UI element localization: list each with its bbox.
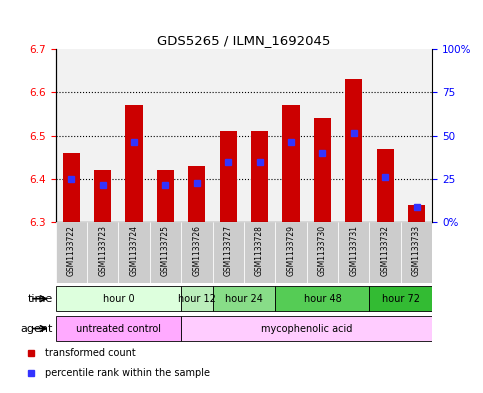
Text: transformed count: transformed count — [45, 348, 136, 358]
Bar — [150, 222, 181, 283]
Bar — [307, 49, 338, 222]
Bar — [251, 131, 268, 222]
Bar — [126, 105, 142, 222]
Text: time: time — [28, 294, 53, 304]
Bar — [118, 222, 150, 283]
Bar — [87, 49, 118, 222]
Bar — [157, 170, 174, 222]
Bar — [275, 286, 369, 311]
Bar — [181, 222, 213, 283]
Bar — [220, 131, 237, 222]
Bar — [345, 79, 362, 222]
Text: hour 48: hour 48 — [303, 294, 341, 304]
Bar — [56, 286, 181, 311]
Bar — [188, 166, 205, 222]
Bar — [275, 49, 307, 222]
Bar — [213, 222, 244, 283]
Bar — [94, 170, 111, 222]
Bar — [307, 222, 338, 283]
Bar — [87, 222, 118, 283]
Bar — [213, 49, 244, 222]
Bar — [213, 286, 275, 311]
Text: GSM1133726: GSM1133726 — [192, 225, 201, 276]
Text: mycophenolic acid: mycophenolic acid — [261, 323, 353, 334]
Bar — [56, 222, 87, 283]
Text: GSM1133723: GSM1133723 — [98, 225, 107, 276]
Bar — [401, 49, 432, 222]
Bar — [377, 149, 394, 222]
Text: percentile rank within the sample: percentile rank within the sample — [45, 367, 210, 378]
Text: GSM1133730: GSM1133730 — [318, 225, 327, 276]
Text: untreated control: untreated control — [76, 323, 161, 334]
Bar — [275, 222, 307, 283]
Text: GSM1133725: GSM1133725 — [161, 225, 170, 276]
Text: GSM1133732: GSM1133732 — [381, 225, 390, 276]
Text: agent: agent — [21, 323, 53, 334]
Text: GSM1133727: GSM1133727 — [224, 225, 233, 276]
Bar — [56, 316, 181, 341]
Bar — [408, 205, 425, 222]
Text: GSM1133731: GSM1133731 — [349, 225, 358, 276]
Bar — [181, 49, 213, 222]
Text: hour 12: hour 12 — [178, 294, 216, 304]
Bar — [181, 316, 432, 341]
Bar — [181, 286, 213, 311]
Text: hour 24: hour 24 — [225, 294, 263, 304]
Bar — [314, 118, 331, 222]
Bar — [56, 49, 87, 222]
Text: GSM1133728: GSM1133728 — [255, 225, 264, 276]
Text: hour 0: hour 0 — [102, 294, 134, 304]
Bar — [283, 105, 299, 222]
Bar — [369, 222, 401, 283]
Bar — [338, 49, 369, 222]
Bar — [244, 222, 275, 283]
Bar — [401, 222, 432, 283]
Bar — [338, 222, 369, 283]
Bar — [369, 49, 401, 222]
Bar — [244, 49, 275, 222]
Text: GDS5265 / ILMN_1692045: GDS5265 / ILMN_1692045 — [157, 34, 330, 47]
Text: GSM1133733: GSM1133733 — [412, 225, 421, 276]
Bar — [63, 153, 80, 222]
Text: GSM1133729: GSM1133729 — [286, 225, 296, 276]
Text: hour 72: hour 72 — [382, 294, 420, 304]
Text: GSM1133722: GSM1133722 — [67, 225, 76, 276]
Bar — [118, 49, 150, 222]
Text: GSM1133724: GSM1133724 — [129, 225, 139, 276]
Bar — [369, 286, 432, 311]
Bar — [150, 49, 181, 222]
